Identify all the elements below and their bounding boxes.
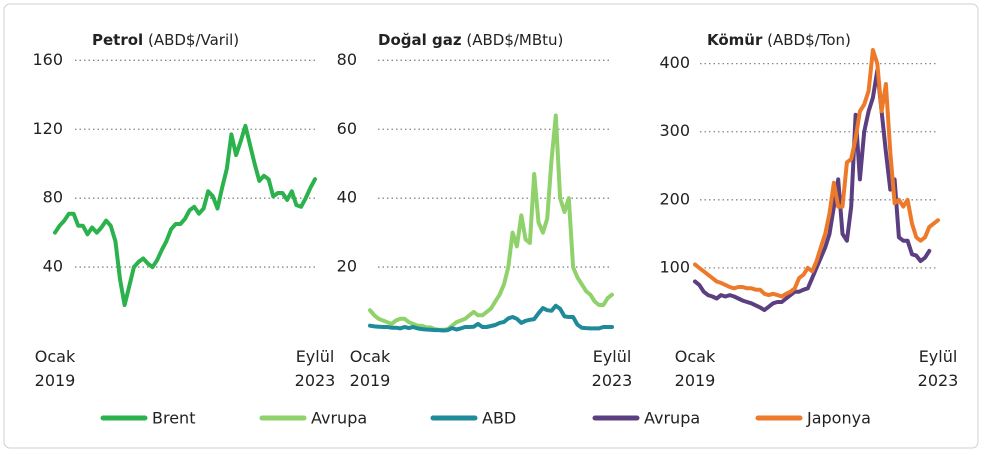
y-tick-label: 80 [43,188,63,207]
panel-title: Doğal gaz (ABD$/MBtu) [378,31,563,49]
legend-label: ABD [482,409,516,428]
panel-title: Kömür (ABD$/Ton) [707,31,851,49]
y-tick-label: 300 [659,121,690,140]
series-line [693,48,940,299]
y-tick-label: 100 [659,257,690,276]
legend-label: Brent [152,409,195,428]
legend-label: Avrupa [644,409,700,428]
series-line [693,68,932,313]
x-tick-label: Ocak 2019 [35,347,76,390]
x-tick-label: Ocak 2019 [675,347,716,390]
title-units: (ABD$/Varil) [143,31,239,49]
y-tick-label: 200 [659,189,690,208]
panel-title: Petrol (ABD$/Varil) [92,31,239,49]
x-tick-label: Ocak 2019 [350,347,391,390]
y-tick-label: 20 [337,257,357,276]
title-units-text: (ABD$/Varil) [148,31,239,49]
x-tick-label: Eylül 2023 [295,347,336,390]
y-tick-label: 60 [337,119,357,138]
series-line [368,303,614,333]
title-units: (ABD$/Ton) [762,31,850,49]
y-tick-label: 160 [32,50,63,69]
title-bold: Petrol [92,31,143,49]
y-tick-label: 120 [32,119,63,138]
y-tick-label: 400 [659,53,690,72]
x-tick-label: Eylül 2023 [918,347,959,390]
frame [3,3,979,449]
y-tick-label: 80 [337,50,357,69]
series-line [53,123,317,307]
title-units-text: (ABD$/MBtu) [466,31,563,49]
title-units: (ABD$/MBtu) [462,31,564,49]
y-tick-label: 40 [337,188,357,207]
legend-label: Avrupa [311,409,367,428]
x-tick-label: Eylül 2023 [592,347,633,390]
y-tick-label: 40 [43,257,63,276]
title-bold: Doğal gaz [378,31,462,49]
series-line [368,113,614,332]
title-bold: Kömür [707,31,763,49]
legend-label: Japonya [806,409,871,428]
title-units-text: (ABD$/Ton) [767,31,851,49]
